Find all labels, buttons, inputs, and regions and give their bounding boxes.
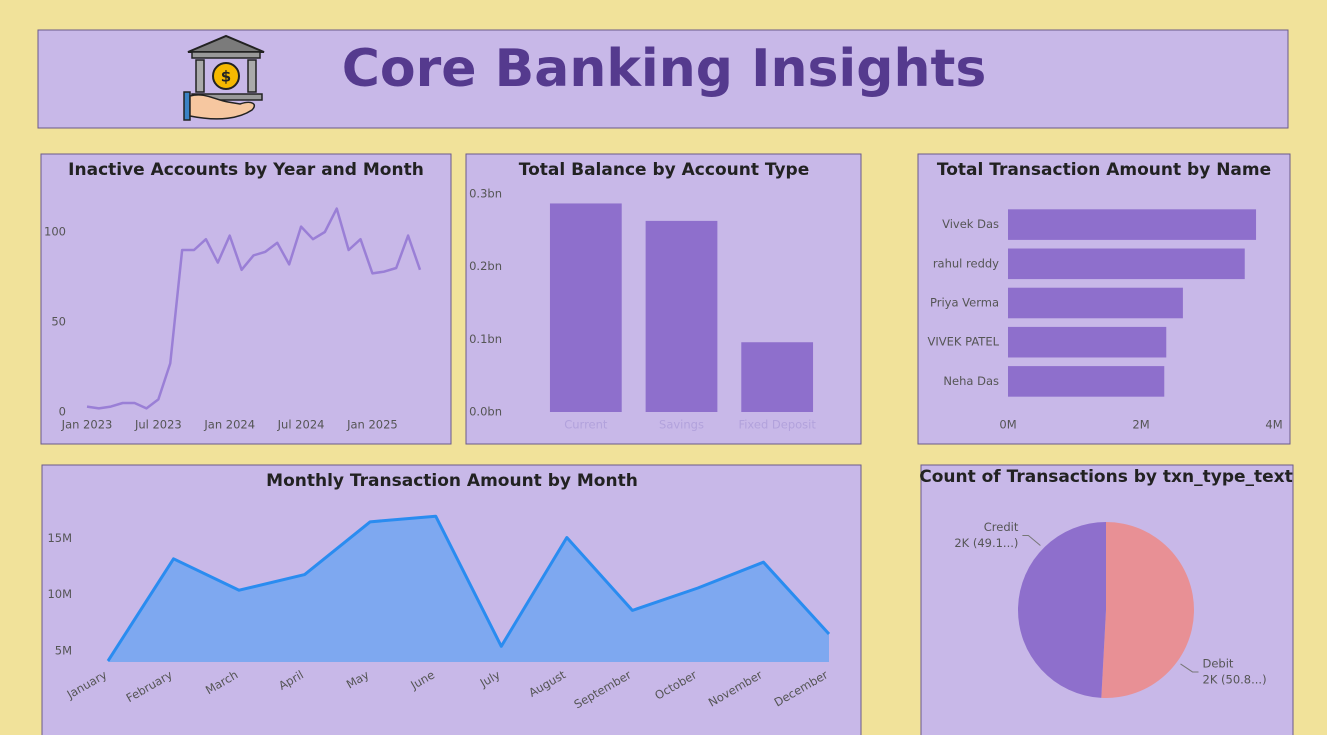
bar: [645, 220, 718, 412]
y-tick-label: 0.0bn: [469, 405, 502, 419]
chart-title: Monthly Transaction Amount by Month: [266, 471, 638, 491]
coin-symbol: $: [221, 68, 231, 86]
pie-value-label: 2K (50.8...): [1203, 672, 1267, 686]
x-tick-label: Jan 2023: [61, 418, 113, 432]
pie-slice: [1101, 522, 1195, 698]
category-label: Priya Verma: [930, 296, 999, 310]
bar: [1008, 366, 1165, 397]
bar: [549, 203, 622, 412]
x-tick-label: Savings: [659, 418, 704, 432]
y-tick-label: 0.2bn: [469, 259, 502, 273]
x-tick-label: Jul 2023: [134, 418, 182, 432]
pie-label: Debit: [1203, 656, 1234, 670]
x-tick-label: Jul 2024: [277, 418, 325, 432]
y-tick-label: 0: [59, 405, 66, 419]
y-tick-label: 0.1bn: [469, 332, 502, 346]
pie-label: Credit: [984, 520, 1019, 534]
x-tick-label: Jan 2025: [346, 418, 398, 432]
chart-title: Inactive Accounts by Year and Month: [68, 160, 424, 180]
bar: [1008, 326, 1167, 358]
bank-icon: $: [183, 34, 265, 121]
bar: [741, 342, 814, 412]
leader-line: [1022, 535, 1041, 546]
pie-slice: [1018, 522, 1106, 698]
x-tick-label: Current: [564, 418, 608, 432]
category-label: VIVEK PATEL: [928, 335, 1000, 349]
leader-line: [1180, 663, 1199, 673]
x-tick-label: 0M: [999, 418, 1016, 432]
chart-title: Total Transaction Amount by Name: [937, 160, 1271, 180]
y-tick-label: 0.3bn: [469, 187, 502, 201]
chart-title: Total Balance by Account Type: [519, 160, 810, 180]
panel: [40, 153, 452, 445]
y-tick-label: 100: [44, 225, 66, 239]
line: [106, 514, 831, 662]
pie-value-label: 2K (49.1...): [954, 536, 1018, 550]
x-tick-label: Jan 2024: [203, 418, 255, 432]
x-tick-label: Fixed Deposit: [738, 418, 816, 432]
y-tick-label: 10M: [47, 587, 72, 601]
area: [108, 516, 829, 662]
y-tick-label: 5M: [55, 643, 72, 657]
chart-title: Count of Transactions by txn_type_text: [919, 467, 1293, 487]
x-tick-label: 4M: [1265, 418, 1282, 432]
category-label: Neha Das: [943, 374, 999, 388]
x-tick-label: 2M: [1132, 418, 1149, 432]
bar: [1008, 248, 1245, 280]
category-label: rahul reddy: [933, 256, 999, 270]
y-tick-label: 15M: [47, 531, 72, 545]
line: [86, 207, 422, 410]
category-label: Vivek Das: [942, 217, 999, 231]
dashboard-title: Core Banking Insights: [342, 39, 987, 99]
bar: [1008, 287, 1183, 319]
bar: [1008, 209, 1257, 240]
y-tick-label: 50: [51, 315, 66, 329]
